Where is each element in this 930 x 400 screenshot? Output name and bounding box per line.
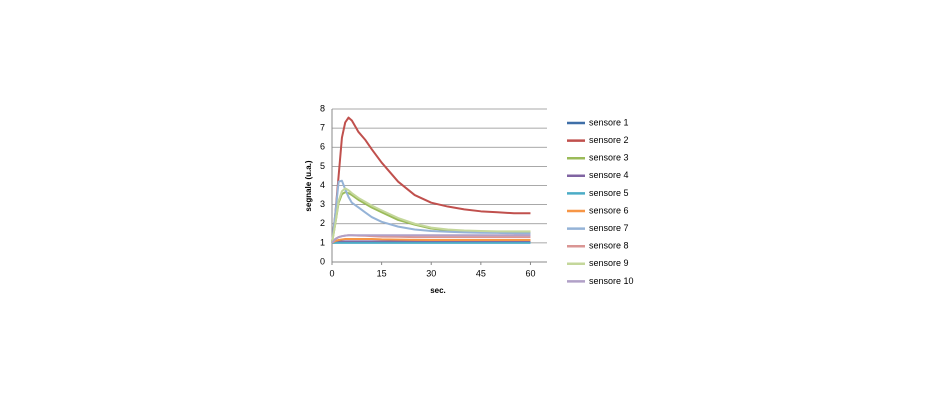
x-tick-label: 0 — [329, 268, 334, 278]
legend-label: sensore 5 — [589, 188, 629, 198]
legend-label: sensore 1 — [589, 117, 629, 127]
legend-label: sensore 2 — [589, 135, 629, 145]
legend-label: sensore 6 — [589, 205, 629, 215]
series-line — [331, 240, 531, 244]
y-tick-label: 1 — [320, 237, 325, 247]
x-tick-label: 45 — [476, 268, 486, 278]
y-tick-label: 6 — [320, 142, 325, 152]
y-tick-label: 5 — [320, 161, 325, 171]
x-axis-label: sec. — [430, 286, 446, 295]
series-line — [331, 238, 531, 244]
x-tick-label: 60 — [525, 268, 535, 278]
y-tick-label: 4 — [320, 180, 325, 190]
x-tick-label: 30 — [426, 268, 436, 278]
y-axis-label: segnale (u.a.) — [304, 160, 313, 211]
legend-label: sensore 8 — [589, 241, 629, 251]
legend-label: sensore 10 — [589, 276, 634, 286]
y-tick-label: 2 — [320, 218, 325, 228]
legend-label: sensore 4 — [589, 170, 629, 180]
legend-label: sensore 3 — [589, 153, 629, 163]
series-line — [331, 187, 531, 244]
series-line — [331, 116, 531, 243]
x-tick-label: 15 — [377, 268, 387, 278]
y-tick-label: 7 — [320, 123, 325, 133]
series-line — [331, 179, 531, 243]
legend-label: sensore 7 — [589, 223, 629, 233]
series-line — [331, 234, 531, 244]
legend-label: sensore 9 — [589, 258, 629, 268]
y-tick-label: 3 — [320, 199, 325, 209]
y-tick-label: 8 — [320, 103, 325, 113]
y-tick-label: 0 — [320, 256, 325, 266]
